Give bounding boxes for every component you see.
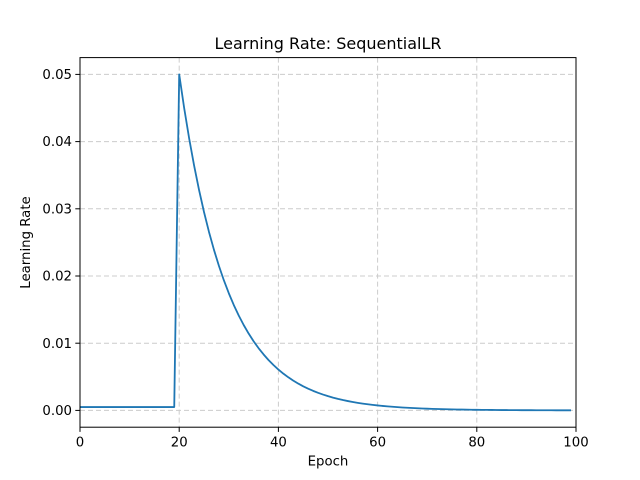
y-tick-label: 0.03	[42, 202, 72, 217]
y-tick-label: 0.02	[42, 270, 72, 285]
axis-tick-labels: 0 20 40 60 80 100 0.00 0.01 0.02 0.03 0.04 0.05	[42, 68, 588, 451]
x-tick-label: 40	[270, 436, 287, 451]
y-tick-label: 0.05	[42, 68, 72, 83]
plot-area	[80, 57, 576, 428]
chart-title: Learning Rate: SequentialLR	[215, 34, 442, 53]
axis-tick-marks	[75, 73, 577, 432]
x-tick-label: 20	[171, 436, 188, 451]
x-tick-label: 80	[468, 436, 485, 451]
y-tick-label: 0.00	[42, 404, 72, 419]
axes-spines	[79, 57, 577, 428]
x-tick-label: 0	[76, 436, 84, 451]
data-series	[80, 73, 572, 412]
series-line-learning-rate	[80, 73, 572, 412]
x-axis-label: Epoch	[308, 455, 349, 470]
x-tick-label: 60	[369, 436, 386, 451]
y-tick-label: 0.01	[42, 337, 72, 352]
x-tick-label: 100	[563, 436, 588, 451]
y-axis-label: Learning Rate	[19, 196, 34, 288]
y-tick-label: 0.04	[42, 135, 72, 150]
